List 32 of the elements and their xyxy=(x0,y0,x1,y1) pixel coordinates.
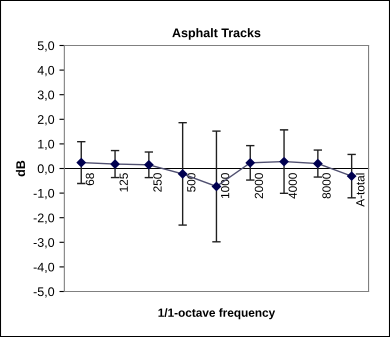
y-tick-label: 1,0 xyxy=(38,140,54,150)
y-tick-label: -2,0 xyxy=(34,214,54,224)
point xyxy=(110,159,120,169)
y-tick-label: -4,0 xyxy=(34,262,54,274)
y-axis-title: dB xyxy=(16,160,26,176)
x-tick-label: 2000 xyxy=(254,173,264,198)
y-tick-label: 2,0 xyxy=(38,115,54,126)
point xyxy=(313,158,322,168)
x-tick-label: 4000 xyxy=(288,173,297,199)
y-tick-label: -1,0 xyxy=(34,188,54,200)
y-tick-label: -3,0 xyxy=(34,238,54,248)
y-tick-label: 3,0 xyxy=(38,90,54,101)
point xyxy=(212,182,222,192)
y-tick-label: 4,0 xyxy=(38,66,54,76)
y-tick-label: 0,0 xyxy=(38,164,54,175)
x-tick-label: 500 xyxy=(187,173,196,192)
point xyxy=(246,158,255,168)
point xyxy=(347,172,356,181)
x-tick-label: 125 xyxy=(120,173,128,192)
point xyxy=(144,160,154,170)
x-tick-label: A-total xyxy=(356,173,364,207)
point xyxy=(279,156,289,166)
x-tick-label: 250 xyxy=(153,173,162,192)
x-tick-label: 68 xyxy=(86,173,94,186)
x-axis-title: 1/1-octave frequency xyxy=(158,308,276,320)
point xyxy=(76,158,86,168)
x-tick-label: 1000 xyxy=(220,173,230,198)
x-tick-label: 8000 xyxy=(322,173,331,198)
point xyxy=(178,169,188,179)
chart-title: Asphalt Tracks xyxy=(172,28,260,40)
y-tick-label: 5,0 xyxy=(38,41,54,52)
y-tick-label: -5,0 xyxy=(34,287,54,298)
